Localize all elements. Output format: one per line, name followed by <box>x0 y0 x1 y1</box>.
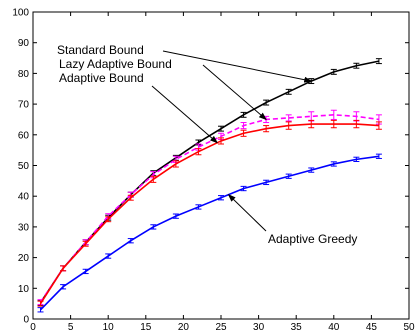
x-tick-label: 30 <box>253 322 265 331</box>
data-point <box>37 300 44 307</box>
x-tick-label: 45 <box>366 322 378 331</box>
x-tick-label: 50 <box>403 322 415 331</box>
axis-ticks: 0 5 10 15 20 25 30 35 40 45 50 0 10 20 30 40 50 60 70 80 90 1… <box>12 8 415 331</box>
y-tick-label: 40 <box>18 192 30 203</box>
x-tick-label: 35 <box>291 322 303 331</box>
data-point <box>105 253 112 259</box>
series-line <box>39 60 380 304</box>
data-point <box>285 114 292 122</box>
x-tick-label: 40 <box>328 322 340 331</box>
y-tick-label: 60 <box>18 130 30 141</box>
data-point <box>195 204 202 210</box>
series-adaptive-greedy <box>37 153 382 313</box>
y-tick-label: 20 <box>18 253 30 264</box>
data-point <box>127 194 134 201</box>
x-tick-label: 20 <box>178 322 190 331</box>
x-tick-label: 5 <box>68 322 74 331</box>
y-tick-label: 100 <box>12 8 29 19</box>
data-point <box>285 88 292 95</box>
annotation: Adaptive Bound <box>59 71 218 144</box>
plot-frame <box>32 11 410 320</box>
data-point <box>263 179 270 186</box>
y-tick-label: 50 <box>18 161 30 172</box>
data-point <box>218 195 224 201</box>
data-point <box>60 284 67 290</box>
data-point <box>37 307 44 313</box>
data-point <box>82 268 89 275</box>
annotation-arrow <box>151 85 218 144</box>
data-point <box>330 119 337 129</box>
data-point <box>82 240 89 247</box>
data-point <box>353 119 360 129</box>
data-point <box>240 129 247 137</box>
annotation: Adaptive Greedy <box>227 193 357 246</box>
data-point <box>172 160 179 168</box>
y-tick-label: 70 <box>18 100 30 111</box>
data-point <box>105 216 112 223</box>
x-tick-label: 0 <box>30 322 36 331</box>
data-point <box>240 122 247 130</box>
annotation-arrow <box>202 64 267 121</box>
series-line <box>39 123 379 305</box>
annotation-label: Lazy Adaptive Bound <box>59 57 172 71</box>
data-point <box>218 125 224 132</box>
data-point <box>353 156 360 163</box>
data-point <box>263 125 270 133</box>
x-tick-label: 10 <box>103 322 115 331</box>
data-point <box>195 148 202 156</box>
data-point <box>330 68 337 75</box>
y-tick-label: 90 <box>18 38 30 49</box>
annotation-arrow <box>227 193 267 232</box>
annotation-label: Standard Bound <box>57 43 144 57</box>
data-point <box>308 119 315 129</box>
y-tick-label: 0 <box>23 315 29 326</box>
data-point <box>240 111 247 118</box>
data-point <box>263 99 270 106</box>
y-tick-label: 10 <box>18 284 30 295</box>
data-point <box>285 173 292 179</box>
series-lazy-adaptive-bound <box>37 109 382 306</box>
y-tick-label: 30 <box>18 222 30 233</box>
data-point <box>285 121 292 130</box>
data-point <box>218 137 224 145</box>
series-line <box>39 155 380 311</box>
data-point <box>308 167 315 173</box>
series-adaptive-bound <box>37 119 382 307</box>
annotation-label: Adaptive Bound <box>59 71 144 85</box>
data-point <box>375 121 382 130</box>
y-tick-label: 80 <box>18 69 30 80</box>
annotation: Lazy Adaptive Bound <box>59 57 267 121</box>
data-point <box>330 161 337 167</box>
data-point <box>353 62 360 69</box>
data-point <box>172 213 179 219</box>
annotation-label: Adaptive Greedy <box>268 232 357 246</box>
x-tick-label: 25 <box>215 322 227 331</box>
series-line <box>39 114 380 303</box>
data-point <box>375 58 382 65</box>
x-tick-label: 15 <box>140 322 152 331</box>
annotation-arrow <box>162 50 313 83</box>
data-point <box>240 185 247 192</box>
series-layer <box>37 58 382 313</box>
data-point <box>375 153 382 159</box>
data-point <box>150 224 157 230</box>
data-point <box>150 175 157 183</box>
data-point <box>127 238 134 244</box>
data-point <box>330 109 337 120</box>
data-point <box>60 265 67 272</box>
annotation: Standard Bound <box>57 43 313 83</box>
